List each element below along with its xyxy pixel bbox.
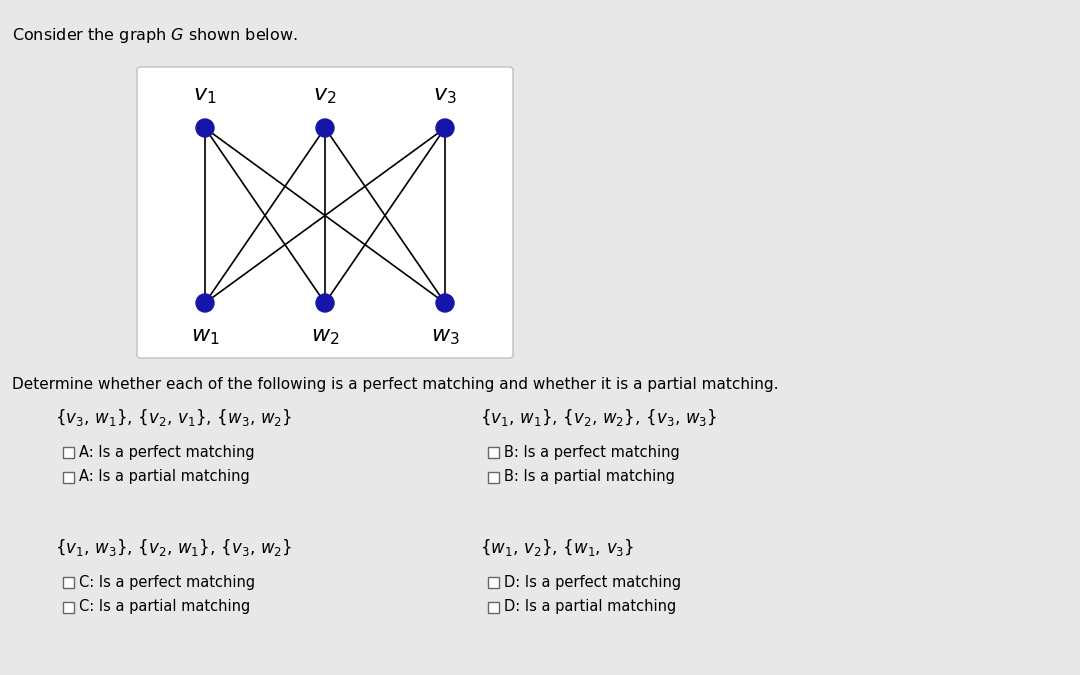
Text: $\{v_3,\, w_1\},\, \{v_2,\, v_1\},\, \{w_3,\, w_2\}$: $\{v_3,\, w_1\},\, \{v_2,\, v_1\},\, \{w… — [55, 407, 293, 428]
Text: $\{v_1,\, w_3\},\, \{v_2,\, w_1\},\, \{v_3,\, w_2\}$: $\{v_1,\, w_3\},\, \{v_2,\, w_1\},\, \{v… — [55, 537, 293, 558]
Text: Determine whether each of the following is a perfect matching and whether it is : Determine whether each of the following … — [12, 377, 779, 392]
Circle shape — [195, 119, 214, 137]
Circle shape — [316, 119, 334, 137]
Bar — [488, 472, 499, 483]
Text: C: Is a perfect matching: C: Is a perfect matching — [79, 574, 255, 589]
Text: $v_1$: $v_1$ — [193, 84, 217, 106]
Bar — [63, 472, 75, 483]
Text: $w_3$: $w_3$ — [431, 325, 459, 347]
Text: A: Is a perfect matching: A: Is a perfect matching — [79, 445, 255, 460]
Bar — [488, 446, 499, 458]
Bar — [63, 446, 75, 458]
Circle shape — [195, 294, 214, 312]
Text: $w_2$: $w_2$ — [311, 325, 339, 347]
Text: D: Is a partial matching: D: Is a partial matching — [504, 599, 676, 614]
Text: A: Is a partial matching: A: Is a partial matching — [79, 470, 249, 485]
Text: Consider the graph $G$ shown below.: Consider the graph $G$ shown below. — [12, 26, 298, 45]
Text: $\{v_1,\, w_1\},\, \{v_2,\, w_2\},\, \{v_3,\, w_3\}$: $\{v_1,\, w_1\},\, \{v_2,\, w_2\},\, \{v… — [480, 407, 717, 428]
Text: $w_1$: $w_1$ — [191, 325, 219, 347]
Bar — [488, 601, 499, 612]
Circle shape — [436, 119, 454, 137]
Text: $v_3$: $v_3$ — [433, 84, 457, 106]
Text: $\{w_1,\, v_2\},\, \{w_1,\, v_3\}$: $\{w_1,\, v_2\},\, \{w_1,\, v_3\}$ — [480, 537, 634, 558]
Text: C: Is a partial matching: C: Is a partial matching — [79, 599, 251, 614]
Text: D: Is a perfect matching: D: Is a perfect matching — [504, 574, 681, 589]
Bar — [63, 576, 75, 587]
FancyBboxPatch shape — [137, 67, 513, 358]
Bar — [488, 576, 499, 587]
Text: B: Is a partial matching: B: Is a partial matching — [504, 470, 675, 485]
Text: B: Is a perfect matching: B: Is a perfect matching — [504, 445, 679, 460]
Circle shape — [436, 294, 454, 312]
Text: $v_2$: $v_2$ — [313, 84, 337, 106]
Circle shape — [316, 294, 334, 312]
Bar — [63, 601, 75, 612]
